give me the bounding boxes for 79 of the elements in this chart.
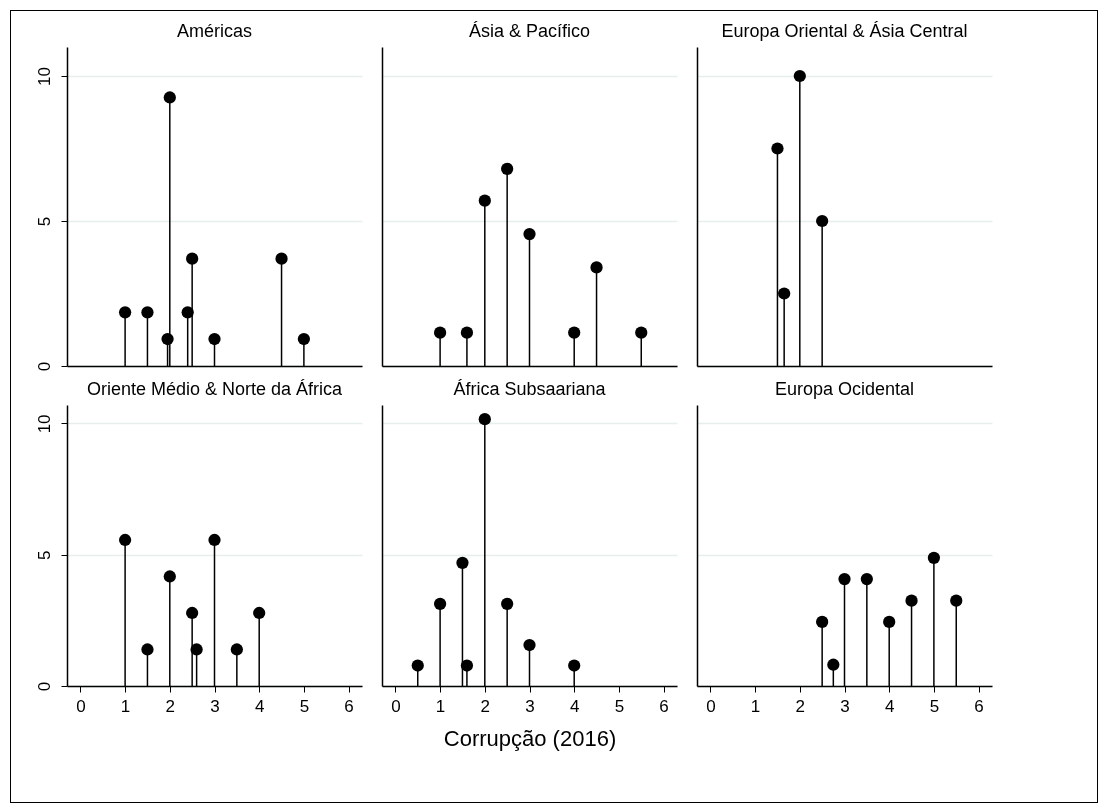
point — [141, 643, 154, 656]
x-tick-label: 0 — [706, 696, 716, 716]
point — [827, 658, 840, 671]
point — [275, 252, 288, 265]
x-tick-label: 0 — [391, 696, 401, 716]
point — [297, 332, 311, 346]
point — [433, 597, 447, 610]
point — [793, 69, 806, 83]
point — [230, 643, 243, 656]
point — [163, 91, 176, 104]
x-tick-label: 6 — [659, 696, 669, 716]
point — [186, 252, 199, 265]
x-axis-title: Corrupção (2016) — [443, 725, 617, 751]
x-tick-label: 3 — [840, 696, 850, 716]
point — [460, 659, 474, 672]
point — [950, 594, 963, 607]
chart-title: Europa Ocidental — [774, 379, 915, 399]
y-tick-label: 0 — [34, 681, 54, 692]
x-tick-label: 4 — [569, 696, 580, 716]
point — [771, 142, 784, 155]
chart-title: Ásia & Pacífico — [468, 21, 591, 41]
point — [590, 261, 603, 274]
point — [523, 638, 536, 652]
y-tick-label: 10 — [34, 414, 54, 434]
point — [208, 533, 221, 547]
point — [838, 573, 851, 586]
point — [478, 194, 491, 207]
point — [433, 326, 447, 339]
x-tick-label: 3 — [525, 696, 535, 716]
point — [186, 606, 199, 620]
point — [635, 326, 648, 339]
x-tick-label: 1 — [120, 696, 131, 716]
y-tick-label: 5 — [34, 550, 54, 560]
x-tick-label: 6 — [344, 696, 354, 716]
point — [163, 570, 176, 583]
x-tick-label: 4 — [884, 696, 895, 716]
point — [568, 326, 581, 339]
point — [501, 162, 514, 175]
chart-title: África Subsaariana — [453, 379, 607, 399]
point — [523, 227, 536, 241]
chart-title: Oriente Médio & Norte da África — [86, 379, 344, 399]
chart-title: Europa Oriental & Ásia Central — [721, 21, 968, 41]
point — [118, 306, 132, 319]
x-tick-label: 6 — [974, 696, 984, 716]
point — [190, 643, 203, 656]
point — [860, 573, 873, 586]
x-tick-label: 5 — [614, 696, 625, 716]
point — [141, 306, 154, 319]
point — [181, 306, 194, 319]
point — [456, 556, 469, 569]
x-tick-label: 2 — [480, 696, 491, 716]
point — [478, 413, 491, 426]
x-tick-label: 2 — [795, 696, 806, 716]
point — [905, 594, 918, 607]
point — [816, 615, 829, 629]
point — [927, 551, 941, 564]
y-tick-label: 5 — [34, 216, 54, 227]
x-tick-label: 4 — [254, 696, 265, 716]
point — [816, 214, 829, 228]
y-tick-label: 0 — [34, 361, 54, 372]
point — [460, 326, 474, 339]
x-tick-label: 0 — [76, 696, 86, 716]
x-tick-label: 3 — [210, 696, 220, 716]
x-tick-label: 1 — [750, 696, 761, 716]
point — [118, 533, 132, 547]
point — [883, 615, 896, 629]
x-tick-label: 5 — [299, 696, 310, 716]
y-tick-label: 10 — [34, 67, 54, 86]
x-tick-label: 5 — [929, 696, 940, 716]
point — [778, 287, 791, 300]
chart-title: Américas — [176, 21, 253, 41]
x-tick-label: 2 — [165, 696, 176, 716]
point — [411, 659, 424, 672]
point — [161, 332, 174, 346]
x-tick-label: 1 — [435, 696, 446, 716]
point — [253, 606, 266, 620]
point — [208, 332, 221, 346]
point — [568, 659, 581, 672]
point — [501, 597, 514, 610]
